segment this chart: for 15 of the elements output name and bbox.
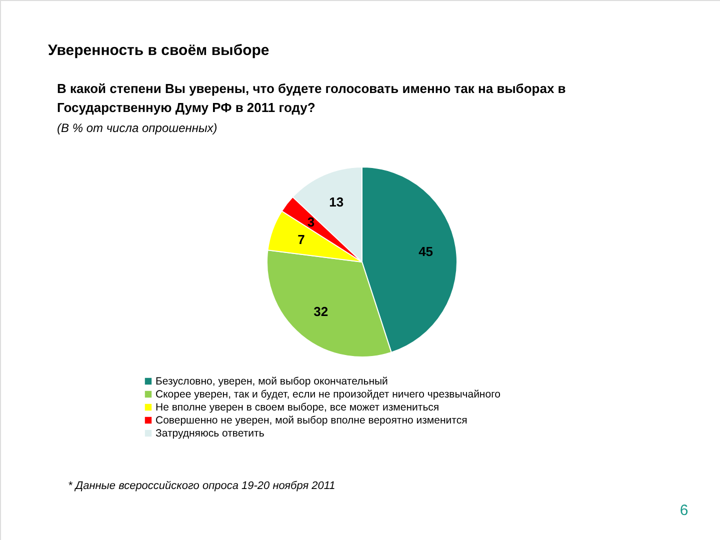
data-label: 45 <box>418 244 434 259</box>
legend-label: Безусловно, уверен, мой выбор окончательный <box>156 375 388 388</box>
text: * Данные всероссийского опроса 19-20 ноября 2011 <box>68 480 336 492</box>
data-label: 3 <box>307 214 315 230</box>
legend-label: Скорее уверен, так и будет, если не произойдет ничего чрезвычайного <box>156 388 501 400</box>
chart-subtitle: В какой степени Вы уверены, что будете голосовать именно так на выборах в Государственную Думу РФ в 2011 году? <box>57 81 566 115</box>
legend-label: Совершенно не уверен, мой выбор вполне вероятно изменится <box>156 414 468 426</box>
text: 6 <box>680 502 688 519</box>
data-label: 13 <box>329 194 344 210</box>
legend-label: Затрудняюсь ответить <box>156 427 265 440</box>
text: (В % от числа опрошенных) <box>57 121 218 135</box>
chart-title: Уверенность в своём выборе <box>48 42 270 59</box>
legend-label: Не вполне уверен в своем выборе, все может измениться <box>156 401 440 414</box>
data-label: 32 <box>314 304 328 319</box>
data-label: 7 <box>298 232 305 248</box>
